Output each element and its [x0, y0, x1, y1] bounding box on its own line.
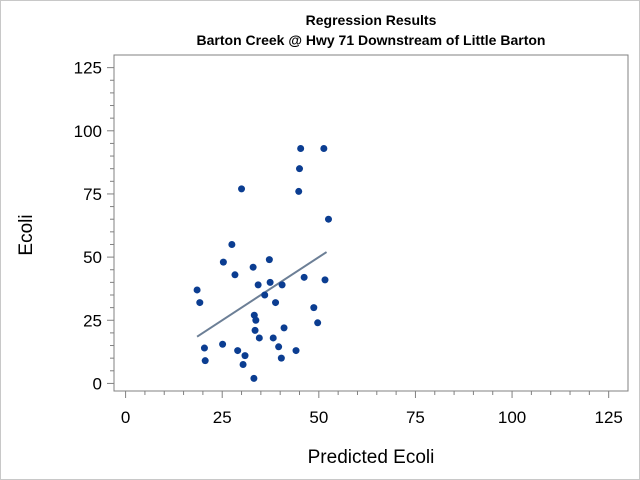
data-point: [255, 334, 263, 342]
y-tick-label: 25: [83, 311, 102, 330]
axis-ticks: 0 25 50 75 100 125 0 25 50 75 100 125: [74, 59, 623, 427]
data-point: [234, 347, 242, 355]
data-point: [219, 340, 227, 348]
data-point: [193, 286, 201, 294]
data-point: [300, 273, 308, 281]
data-point: [201, 357, 209, 365]
data-point: [272, 299, 280, 307]
y-tick-label: 75: [83, 185, 102, 204]
data-point: [254, 281, 262, 289]
data-point: [261, 291, 269, 299]
data-point: [219, 258, 227, 266]
data-point: [321, 276, 329, 284]
data-point: [310, 304, 318, 312]
data-points: [193, 144, 332, 382]
x-axis-label: Predicted Ecoli: [308, 447, 435, 468]
chart-title: Regression Results: [306, 12, 437, 28]
x-tick-label: 50: [309, 408, 328, 427]
data-point: [297, 144, 305, 152]
data-point: [200, 344, 208, 352]
data-point: [239, 360, 247, 368]
data-point: [228, 240, 236, 248]
data-point: [196, 299, 204, 307]
data-point: [241, 352, 249, 360]
data-point: [314, 319, 322, 327]
data-point: [295, 187, 303, 195]
y-axis-label: Ecoli: [16, 214, 37, 255]
x-tick-label: 25: [213, 408, 232, 427]
chart-subtitle: Barton Creek @ Hwy 71 Downstream of Litt…: [197, 32, 546, 48]
data-point: [320, 144, 328, 152]
data-point: [250, 374, 258, 382]
plot-area: [113, 54, 629, 392]
data-point: [275, 343, 283, 351]
x-tick-label: 100: [498, 408, 526, 427]
data-point: [278, 281, 286, 289]
data-point: [269, 334, 277, 342]
x-tick-label: 125: [594, 408, 622, 427]
y-tick-label: 100: [74, 122, 102, 141]
data-point: [231, 271, 239, 279]
x-tick-label: 0: [121, 408, 130, 427]
y-tick-label: 125: [74, 59, 102, 78]
data-point: [277, 354, 285, 362]
data-point: [238, 185, 246, 193]
data-point: [296, 165, 304, 173]
data-point: [324, 215, 332, 223]
data-point: [266, 278, 274, 286]
data-point: [265, 256, 273, 264]
y-tick-label: 50: [83, 248, 102, 267]
x-tick-label: 75: [406, 408, 425, 427]
data-point: [249, 263, 257, 271]
data-point: [292, 347, 300, 355]
data-point: [252, 316, 260, 324]
data-point: [280, 324, 288, 332]
data-point: [251, 326, 259, 334]
y-tick-label: 0: [93, 374, 102, 393]
